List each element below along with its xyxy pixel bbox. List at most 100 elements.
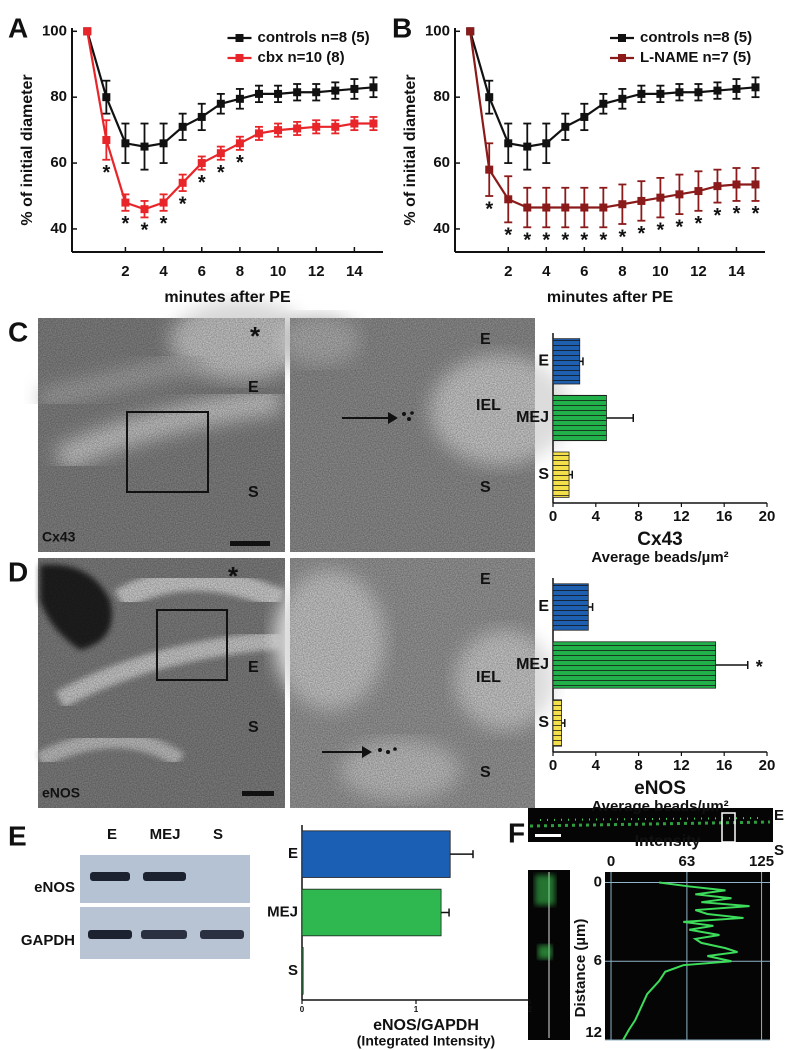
y-axis-label: % of initial diameter [19,74,36,225]
chart-title: eNOS [634,778,686,799]
point [504,195,513,204]
series-line [469,31,756,209]
micrograph-label: S [480,764,491,781]
x-axis-label: minutes after PE [547,289,674,306]
y-axis-label: Distance (µm) [572,919,589,1018]
x-tick-label: 0 [607,853,615,870]
x-tick-label: 8 [634,757,642,774]
point [713,182,722,191]
significance-marker: * [733,203,741,225]
point [542,203,551,212]
x-tick-label: 8 [236,263,244,280]
significance-marker: * [695,213,703,235]
significance-marker: * [752,203,760,225]
point [694,187,703,196]
significance-marker: * [217,162,225,184]
chart-title: Intensity [635,833,701,850]
point [618,94,627,103]
category-label: MEJ [516,409,549,426]
micrograph-d-detail [275,558,555,808]
y-tick-label: 40 [50,220,67,237]
x-tick-label: 12 [690,263,707,280]
point [293,88,302,97]
point [732,180,741,189]
category-label: MEJ [516,656,549,673]
significance-marker: * [179,193,187,215]
point [331,86,340,95]
x-tick-label: 63 [679,853,696,870]
point [561,203,570,212]
significance-marker: * [618,226,626,248]
category-label: S [288,962,298,979]
significance-marker: * [599,230,607,252]
significance-marker: * [122,213,130,235]
point [235,139,244,148]
x-tick-label: 125 [749,853,774,870]
point [140,205,149,214]
y-tick-label: 12 [585,1024,602,1041]
significance-marker: * [102,162,110,184]
x-axis-label: Average beads/µm² [591,549,728,566]
bar-hatch [553,395,607,441]
point [274,126,283,135]
bar-hatch [553,699,562,747]
legend-label: cbx n=10 (8) [258,49,345,66]
row-label: eNOS [34,879,75,896]
point [599,203,608,212]
legend-marker [618,34,626,42]
y-tick-label: 0 [594,873,602,890]
micrograph-c-overview [37,300,310,552]
chart-title: Cx43 [637,529,682,550]
stain-label: Cx43 [42,529,76,545]
x-tick-label: 12 [673,508,690,525]
point [83,27,92,36]
point [274,89,283,98]
x-tick-label: 16 [716,757,733,774]
x-tick-label: 1 [414,1005,419,1014]
point [350,84,359,93]
x-tick-label: 4 [592,508,601,525]
category-label: E [288,845,298,862]
point [751,180,760,189]
point [504,139,513,148]
point [561,122,570,131]
y-tick-label: 60 [433,154,450,171]
significance-marker: * [637,223,645,245]
micrograph-label: S [248,719,259,736]
category-label: E [538,353,549,370]
point [216,99,225,108]
micrograph-label: S [248,484,259,501]
stain-label: eNOS [42,785,80,801]
legend-marker [235,54,244,62]
x-tick-label: 10 [270,263,287,280]
significance-marker: * [580,230,588,252]
point [159,139,168,148]
bar-hatch [553,338,580,384]
micrograph-d-overview [36,558,285,808]
y-tick-label: 100 [425,22,450,39]
x-tick-label: 2 [504,263,512,280]
significance-marker: * [714,205,722,227]
point [197,159,206,168]
category-label: S [538,466,549,483]
legend-label: L-NAME n=7 (5) [640,49,751,66]
point [178,178,187,187]
point [369,83,378,92]
significance-marker: * [141,220,149,242]
bar [301,888,442,937]
x-tick-label: 4 [592,757,601,774]
point [331,122,340,131]
bar-hatch [553,583,589,631]
micrograph-label: * [250,321,261,351]
point [485,165,494,174]
significance-marker: * [561,230,569,252]
x-tick-label: 14 [346,263,363,280]
point [254,89,263,98]
point [178,122,187,131]
panel-letter: A [8,12,28,43]
category-label: MEJ [267,903,298,920]
point [637,196,646,205]
point [599,99,608,108]
